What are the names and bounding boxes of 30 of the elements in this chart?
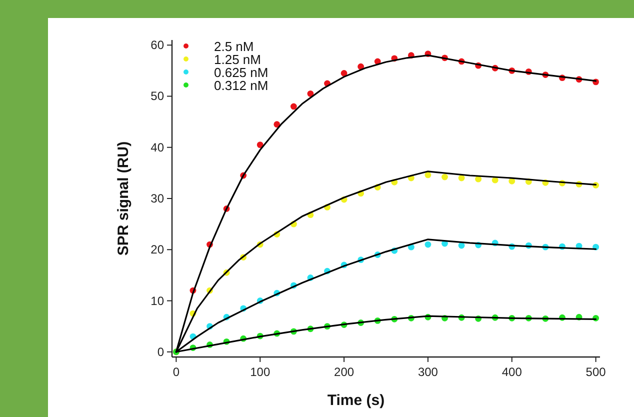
x-tick-label: 300 bbox=[418, 365, 438, 379]
y-tick-label: 20 bbox=[150, 242, 164, 257]
point bbox=[458, 242, 465, 249]
point bbox=[458, 174, 465, 182]
y-tick-label: 0 bbox=[157, 344, 164, 359]
y-tick-label: 60 bbox=[150, 38, 164, 52]
legend-label: 2.5 nM bbox=[214, 39, 254, 54]
point bbox=[274, 121, 280, 128]
x-axis-title: Time (s) bbox=[327, 392, 385, 409]
y-tick-label: 40 bbox=[150, 140, 164, 154]
point bbox=[290, 103, 297, 110]
y-tick-label: 50 bbox=[150, 89, 164, 104]
point bbox=[256, 142, 264, 148]
legend-label: 0.625 nM bbox=[214, 65, 268, 80]
point bbox=[307, 90, 314, 97]
y-tick-label: 30 bbox=[150, 192, 164, 206]
legend-label: 0.312 nM bbox=[214, 78, 268, 93]
y-axis-title: SPR signal (RU) bbox=[115, 141, 132, 256]
point bbox=[442, 174, 448, 180]
legend-label: 1.25 nM bbox=[214, 52, 261, 67]
y-tick-label: 10 bbox=[150, 294, 164, 308]
point bbox=[424, 172, 432, 178]
x-tick-label: 500 bbox=[586, 365, 606, 379]
x-tick-label: 0 bbox=[172, 365, 180, 379]
x-tick-label: 200 bbox=[334, 365, 354, 379]
x-tick-label: 400 bbox=[502, 365, 522, 379]
x-tick-label: 100 bbox=[250, 365, 270, 379]
point bbox=[424, 241, 432, 248]
point bbox=[475, 176, 482, 182]
point bbox=[340, 70, 348, 76]
